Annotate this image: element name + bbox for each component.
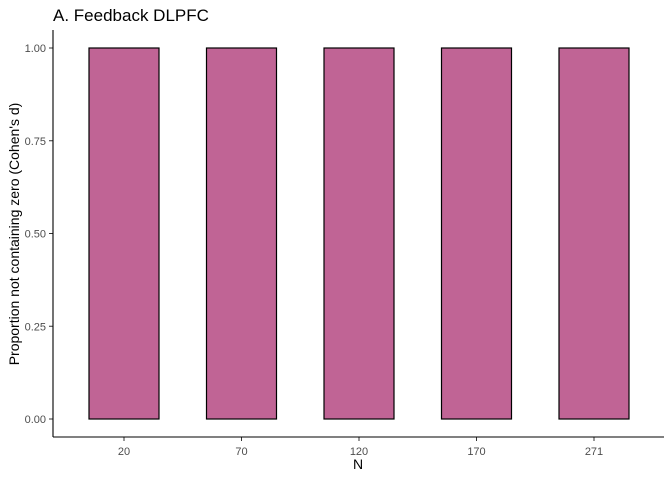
y-tick-label: 1.00: [25, 43, 46, 55]
x-tick-label: 170: [467, 446, 485, 458]
bar-70: [205, 47, 278, 420]
bar-271: [558, 47, 630, 420]
bar-170: [440, 47, 513, 420]
y-tick-label: 0.75: [25, 136, 46, 148]
y-tick-label: 0.50: [25, 229, 46, 241]
y-axis-label: Proportion not containing zero (Cohen's …: [6, 103, 22, 366]
x-tick-label: 271: [585, 446, 603, 458]
x-tick-label: 70: [235, 446, 247, 458]
x-axis-label: N: [353, 456, 363, 472]
x-tick-label: 120: [350, 446, 368, 458]
y-tick-label: 0.25: [25, 321, 46, 333]
bar-20: [88, 47, 160, 420]
y-axis-ticks: 0.00 0.25 0.50 0.75 1.00: [25, 43, 53, 426]
bar-120: [323, 47, 395, 420]
bars: [88, 47, 630, 420]
x-axis-ticks: 20 70 120 170 271: [118, 437, 603, 458]
x-tick-label: 20: [118, 446, 130, 458]
y-tick-label: 0.00: [25, 414, 46, 426]
chart-title: A. Feedback DLPFC: [53, 6, 209, 25]
